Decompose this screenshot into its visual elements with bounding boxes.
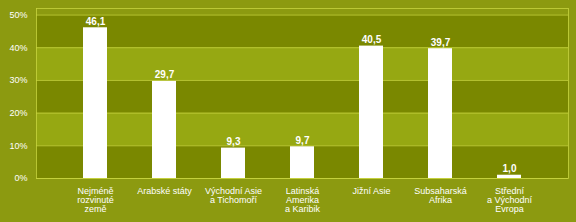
svg-text:Nejméněrozvinutézemě: Nejméněrozvinutézemě: [77, 186, 114, 214]
svg-text:10%: 10%: [9, 141, 27, 151]
svg-text:40%: 40%: [9, 43, 27, 53]
svg-text:9,3: 9,3: [227, 136, 241, 147]
svg-text:30%: 30%: [9, 75, 27, 85]
svg-text:29,7: 29,7: [155, 69, 175, 80]
svg-text:50%: 50%: [9, 10, 27, 20]
svg-text:20%: 20%: [9, 108, 27, 118]
svg-text:46,1: 46,1: [86, 16, 106, 27]
svg-text:40,5: 40,5: [362, 34, 382, 45]
svg-text:Východní Asiea Tichomoří: Východní Asiea Tichomoří: [205, 186, 262, 205]
svg-text:9,7: 9,7: [296, 135, 310, 146]
svg-text:0%: 0%: [14, 173, 27, 183]
svg-text:Jižní Asie: Jižní Asie: [352, 186, 390, 196]
svg-text:Arabské státy: Arabské státy: [137, 186, 192, 196]
svg-text:SubsaharskáAfrika: SubsaharskáAfrika: [414, 186, 467, 205]
svg-text:Střednía VýchodníEvropa: Střednía VýchodníEvropa: [487, 186, 533, 214]
svg-text:1,0: 1,0: [503, 163, 517, 174]
svg-text:39,7: 39,7: [431, 37, 451, 48]
svg-text:LatinskáAmerikaa Karibik: LatinskáAmerikaa Karibik: [285, 186, 321, 214]
